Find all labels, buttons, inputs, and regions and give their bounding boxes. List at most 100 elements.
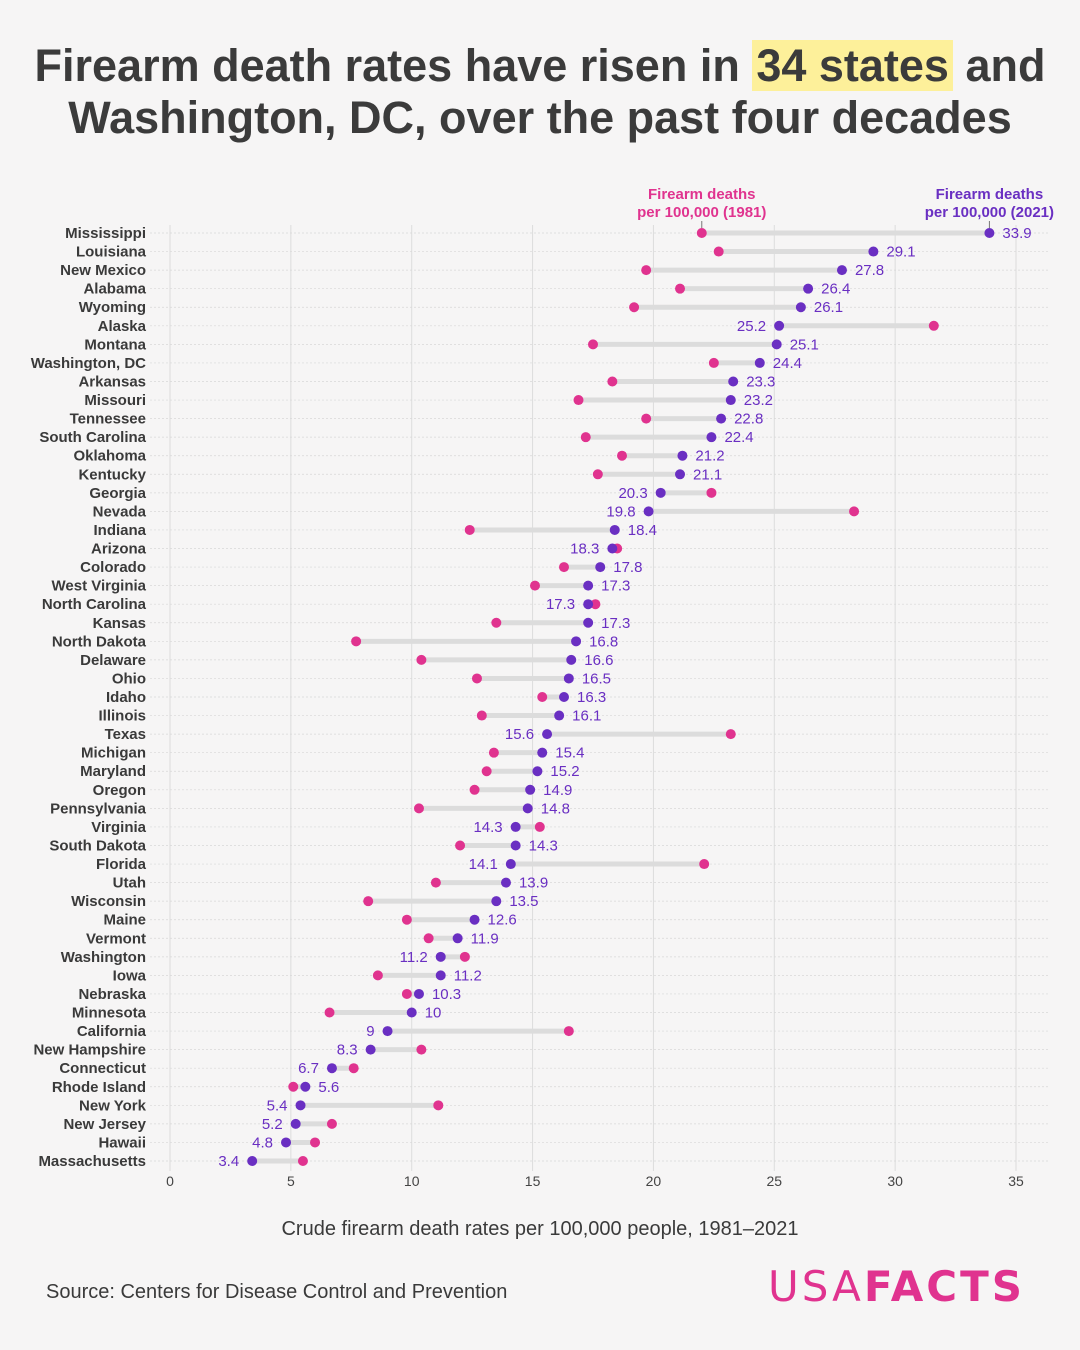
value-label-2021: 21.2 [695,448,724,465]
value-label-2021: 27.8 [855,262,884,279]
value-label-2021: 26.1 [814,299,843,316]
dot-2021 [554,710,565,721]
dot-1981 [713,246,724,257]
dot-1981 [416,1044,427,1055]
title-highlight: 34 states [752,40,953,91]
dot-2021 [290,1118,301,1129]
dot-1981 [471,673,482,684]
value-label-2021: 15.2 [550,763,579,780]
dot-2021 [452,933,463,944]
dot-2021 [836,265,847,276]
series-label-y1981: Firearm deaths [648,186,756,203]
series-label-y2021: Firearm deaths [936,186,1044,203]
dot-2021 [537,747,548,758]
state-label: Arizona [91,541,147,558]
state-label: South Carolina [39,429,146,446]
logo-part1: USA [768,1262,864,1311]
state-label: Washington [61,949,146,966]
state-label: Nebraska [78,986,146,1003]
dot-2021 [595,562,606,573]
title-line2: Washington, DC, over the past four decad… [68,92,1012,143]
state-label: Utah [113,875,146,892]
value-label-2021: 11.9 [471,930,499,947]
dot-1981 [573,395,584,406]
dot-2021 [435,951,446,962]
dot-2021 [984,228,995,238]
dot-1981 [725,729,736,740]
state-label: Ohio [112,670,146,687]
value-label-2021: 15.6 [505,726,534,743]
value-label-2021: 14.1 [469,856,498,873]
value-label-2021: 5.6 [318,1079,339,1096]
dot-2021 [505,859,516,870]
state-label: Illinois [98,708,146,725]
dot-2021 [609,524,620,535]
dot-2021 [510,821,521,832]
dot-2021 [571,636,582,647]
dot-1981 [326,1118,337,1129]
dot-2021 [675,469,686,480]
x-tick-label: 25 [766,1173,782,1189]
title-text: Firearm death rates have risen in [34,40,753,91]
state-label: North Dakota [52,633,147,650]
dot-2021 [583,617,594,628]
dot-1981 [351,636,362,647]
value-label-2021: 17.3 [546,596,575,613]
state-label: Maine [103,912,146,929]
dot-1981 [459,951,470,962]
dot-2021 [868,246,879,257]
value-label-2021: 16.6 [584,652,613,669]
state-label: Iowa [113,967,147,984]
dot-1981 [416,654,427,665]
dot-2021 [655,487,666,498]
value-label-2021: 14.3 [473,819,502,836]
dot-2021 [583,599,594,610]
state-label: Arkansas [78,373,146,390]
dot-2021 [522,803,533,814]
dot-1981 [641,413,652,424]
state-label: Washington, DC [31,355,146,372]
state-label: Wyoming [79,299,146,316]
dot-2021 [558,692,569,702]
dot-1981 [297,1156,308,1166]
x-tick-label: 20 [646,1173,662,1189]
dot-1981 [372,970,383,981]
value-label-2021: 10.3 [432,986,461,1003]
dot-1981 [476,710,487,721]
state-label: Minnesota [72,1005,147,1022]
value-label-2021: 4.8 [252,1134,273,1151]
dot-1981 [455,840,466,851]
dot-2021 [491,896,502,907]
dot-1981 [699,859,710,870]
value-label-2021: 16.8 [589,633,618,650]
value-label-2021: 15.4 [555,745,584,762]
value-label-2021: 29.1 [886,244,915,261]
state-label: Maryland [80,763,146,780]
dot-1981 [706,487,717,498]
dot-1981 [401,988,412,999]
dot-1981 [363,896,374,907]
dot-2021 [754,357,765,368]
value-label-2021: 5.2 [262,1116,283,1133]
state-label: California [77,1023,147,1040]
value-label-2021: 23.2 [744,392,773,409]
x-tick-label: 30 [887,1173,903,1189]
state-label: Pennsylvania [50,800,147,817]
dot-1981 [629,302,640,313]
state-label: Virginia [91,819,146,836]
dot-2021 [716,413,727,424]
state-label: New Mexico [60,262,146,279]
value-label-2021: 17.3 [601,578,630,595]
dot-2021 [382,1026,393,1037]
value-label-2021: 22.8 [734,411,763,428]
state-label: Indiana [93,522,146,539]
state-label: Georgia [89,485,146,502]
dot-1981 [928,320,939,331]
state-label: Vermont [86,930,146,947]
value-label-2021: 25.2 [737,318,766,335]
dot-2021 [774,320,785,331]
state-label: New York [79,1097,147,1114]
dot-2021 [469,914,480,925]
value-label-2021: 16.1 [572,708,601,725]
title-line1: Firearm death rates have risen in 34 sta… [0,40,1080,92]
